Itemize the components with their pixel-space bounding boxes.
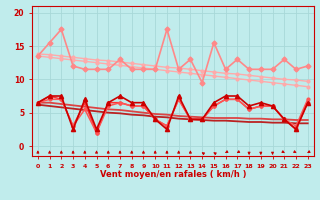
X-axis label: Vent moyen/en rafales ( km/h ): Vent moyen/en rafales ( km/h )	[100, 170, 246, 179]
